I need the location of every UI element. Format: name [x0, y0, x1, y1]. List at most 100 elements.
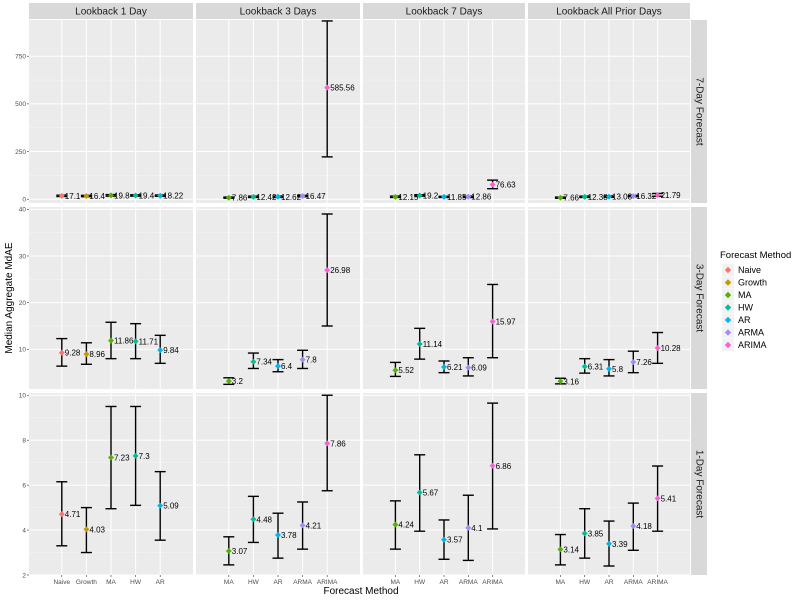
data-point [299, 356, 306, 363]
legend-item: MA [722, 289, 752, 301]
facet-panel: 9.28 8.96 11.86 11.71 9.84 [29, 207, 193, 389]
data-point [58, 349, 65, 356]
data-label: 5.09 [163, 502, 179, 511]
x-tick-label: HW [130, 579, 142, 586]
data-label: 9.84 [163, 346, 179, 355]
legend-label: AR [738, 315, 751, 325]
data-label: 16.32 [636, 192, 657, 201]
x-tick-label: Naive [53, 579, 70, 586]
x-tick-label: ARIMA [647, 579, 668, 586]
data-label: 6.09 [471, 364, 487, 373]
legend-marker [724, 316, 732, 324]
legend-marker [724, 279, 732, 286]
x-axis-title: Forecast Method [323, 586, 398, 597]
data-point [630, 193, 637, 200]
x-tick-label: HW [414, 579, 426, 586]
data-point [392, 367, 399, 374]
legend-item: ARIMA [722, 339, 767, 351]
facet-panel: 17.1 16.4 19.8 19.4 18.22 [29, 20, 193, 203]
data-label: 3.78 [281, 531, 297, 540]
data-label: 5.41 [661, 494, 677, 503]
data-label: 21.79 [661, 191, 682, 200]
data-point [225, 547, 232, 554]
column-strip-label: Lookback 3 Days [240, 7, 317, 18]
data-point [557, 194, 564, 201]
x-tick-label: AR [604, 579, 613, 586]
data-point [108, 192, 114, 199]
y-tick-label: 40 [19, 207, 27, 214]
legend-label: HW [738, 303, 753, 313]
data-label: 6.31 [588, 363, 604, 372]
data-label: 26.98 [330, 266, 351, 275]
data-label: 12.86 [471, 193, 492, 202]
row-strip [691, 20, 707, 203]
x-tick-label: ARMA [293, 579, 312, 586]
data-label: 11.85 [447, 193, 467, 202]
facet-panel: 4.24 5.67 3.57 4.1 6.86 [363, 393, 525, 576]
data-label: 4.24 [398, 521, 414, 530]
facet-panel: 12.15 19.2 11.85 12.86 76.63 [363, 20, 525, 203]
row-strip-label: 7-Day Forecast [693, 77, 704, 146]
data-point [250, 516, 257, 523]
data-point [416, 192, 423, 199]
data-point [83, 526, 90, 533]
facet-panel: 3.14 3.85 3.39 4.18 5.41 [528, 393, 690, 576]
y-tick-label: 6 [22, 482, 26, 489]
data-label: 7.8 [306, 356, 318, 365]
data-point [157, 502, 164, 509]
facet-panel: 3.16 6.31 5.8 7.26 10.28 [528, 207, 690, 389]
data-label: 76.63 [496, 181, 517, 190]
x-tick-label: MA [391, 579, 401, 586]
data-label: 7.23 [114, 453, 130, 462]
x-tick-label: ARMA [459, 579, 478, 586]
x-tick-label: MA [106, 579, 116, 586]
data-point [606, 193, 612, 200]
data-point [441, 364, 447, 371]
facet-panel: 7.66 12.38 13.08 16.32 21.79 [528, 20, 690, 203]
data-point [630, 359, 637, 366]
x-tick-label: MA [556, 579, 566, 586]
facet-panel: 3.07 4.48 3.78 4.21 7.86 [196, 393, 360, 576]
legend-item: HW [722, 301, 753, 314]
data-label: 7.86 [330, 439, 346, 448]
y-tick-label: 10 [19, 347, 27, 354]
y-tick-label: 8 [22, 437, 26, 444]
legend-item: ARMA [722, 326, 764, 339]
x-tick-label: HW [248, 579, 260, 586]
data-label: 11.86 [114, 337, 134, 346]
data-label: 585.56 [330, 84, 355, 93]
data-point [489, 318, 496, 325]
data-label: 3.85 [588, 529, 604, 538]
data-point [654, 192, 661, 199]
x-tick-label: Growth [76, 579, 97, 586]
x-tick-label: AR [273, 579, 282, 586]
data-label: 5.8 [612, 365, 624, 374]
data-point [324, 440, 331, 447]
data-point [606, 365, 612, 372]
data-point [489, 181, 496, 188]
data-point [630, 523, 637, 530]
data-point [324, 267, 331, 274]
data-label: 6.86 [496, 462, 512, 471]
data-label: 9.28 [65, 349, 81, 358]
data-point [557, 378, 564, 385]
data-label: 12.42 [256, 193, 277, 202]
facet-panel: 3.2 7.34 6.4 7.8 26.98 [196, 207, 360, 389]
data-label: 5.52 [398, 366, 414, 375]
data-label: 6.4 [281, 362, 293, 371]
data-label: 12.38 [588, 193, 609, 202]
legend-marker [724, 341, 732, 349]
data-point [250, 193, 257, 200]
data-label: 19.4 [139, 191, 155, 200]
data-label: 19.2 [423, 192, 439, 201]
data-label: 3.07 [232, 547, 248, 556]
data-point [108, 337, 114, 344]
data-point [465, 364, 472, 371]
y-tick-label: 20 [19, 300, 27, 307]
data-point [489, 462, 496, 469]
legend-label: Naive [738, 265, 761, 275]
data-label: 7.3 [139, 452, 151, 461]
row-strip-label: 3-Day Forecast [693, 264, 704, 333]
facet-panel: 5.52 11.14 6.21 6.09 15.97 [363, 207, 525, 389]
